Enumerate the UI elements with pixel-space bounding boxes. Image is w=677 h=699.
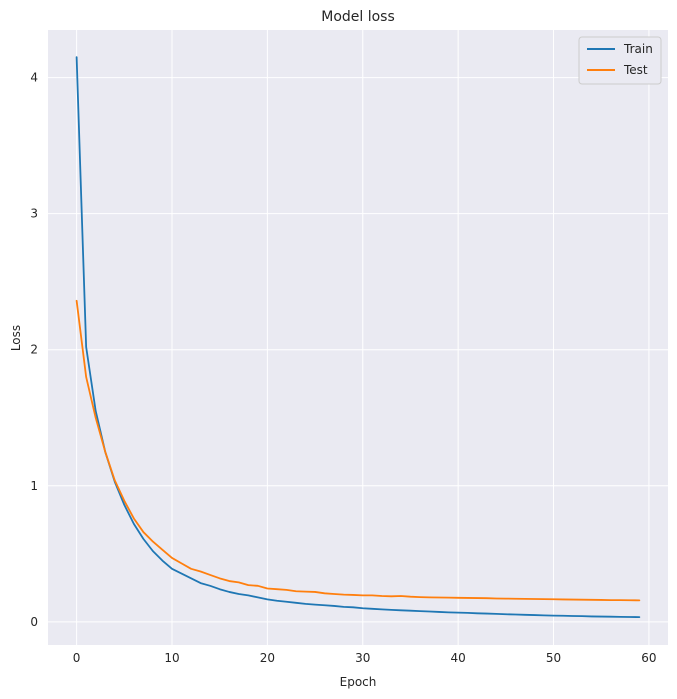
- series-line-train: [75, 56, 641, 619]
- x-tick-label: 30: [355, 651, 370, 665]
- x-tick-labels: 0 10 20 30 40 50 60: [73, 651, 657, 665]
- y-tick-label: 1: [30, 479, 38, 493]
- grid-lines: [48, 30, 668, 645]
- series-lines: [75, 56, 641, 619]
- y-axis-label: Loss: [9, 325, 23, 351]
- x-tick-label: 20: [260, 651, 275, 665]
- legend-label-train: Train: [623, 42, 653, 56]
- x-tick-label: 50: [546, 651, 561, 665]
- y-tick-label: 3: [30, 207, 38, 221]
- x-axis-label: Epoch: [340, 675, 377, 689]
- x-tick-label: 60: [641, 651, 656, 665]
- chart-title: Model loss: [321, 9, 395, 25]
- legend-label-test: Test: [623, 63, 648, 77]
- legend: Train Test: [578, 36, 662, 85]
- plot-background: [48, 30, 668, 645]
- x-tick-label: 10: [164, 651, 179, 665]
- y-tick-labels: 0 1 2 3 4: [30, 71, 38, 629]
- y-tick-label: 0: [30, 615, 38, 629]
- y-tick-label: 4: [30, 71, 38, 85]
- x-tick-label: 40: [451, 651, 466, 665]
- y-tick-label: 2: [30, 343, 38, 357]
- series-line-test: [75, 299, 641, 602]
- x-tick-label: 0: [73, 651, 81, 665]
